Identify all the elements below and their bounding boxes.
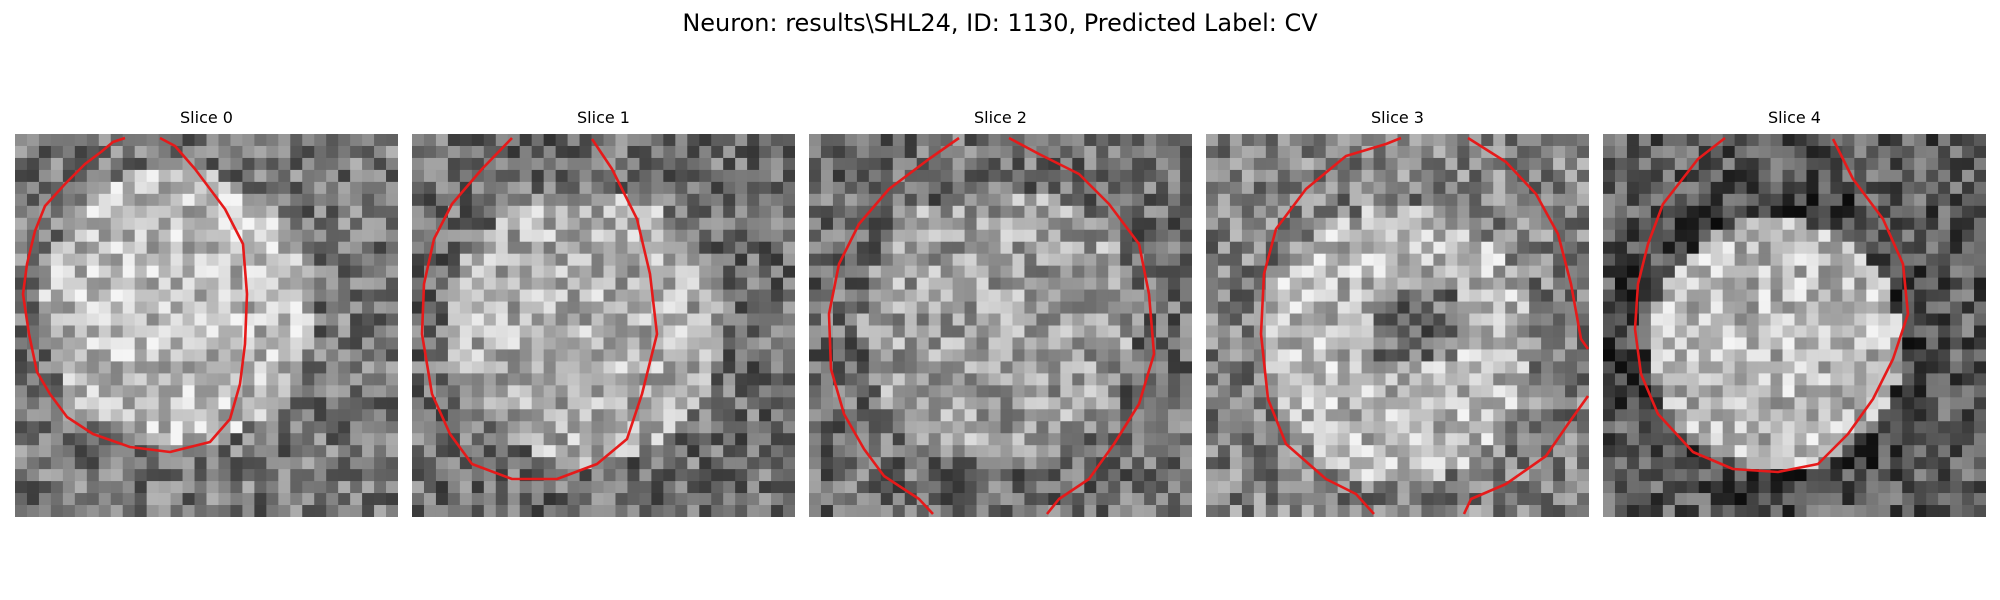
contour-line-3c	[1462, 395, 1589, 515]
contour-line-2b	[1008, 136, 1156, 515]
slice-image-0	[15, 134, 398, 517]
contour-line-1	[420, 137, 659, 481]
slice-title-0: Slice 0	[180, 108, 233, 127]
slice-title-1: Slice 1	[577, 108, 630, 127]
slice-image-4	[1603, 134, 1986, 517]
slice-title-2: Slice 2	[974, 108, 1027, 127]
slice-title-3: Slice 3	[1371, 108, 1424, 127]
slice-image-2	[809, 134, 1192, 517]
slice-4-pixels	[1603, 134, 1986, 517]
figure-title: Neuron: results\SHL24, ID: 1130, Predict…	[682, 9, 1318, 37]
contour-line-3b	[1467, 136, 1589, 350]
slice-image-3	[1206, 134, 1589, 517]
slice-0-pixels	[15, 134, 398, 517]
slice-title-4: Slice 4	[1768, 108, 1821, 127]
slice-2-pixels	[809, 134, 1192, 517]
contour-line-2a	[827, 136, 960, 515]
slice-1-pixels	[412, 134, 795, 517]
contour-line-4	[1633, 136, 1910, 474]
contour-line-3a	[1259, 136, 1402, 515]
slice-image-1	[412, 134, 795, 517]
contour-line-0	[21, 136, 249, 454]
slice-3-pixels	[1206, 134, 1589, 517]
